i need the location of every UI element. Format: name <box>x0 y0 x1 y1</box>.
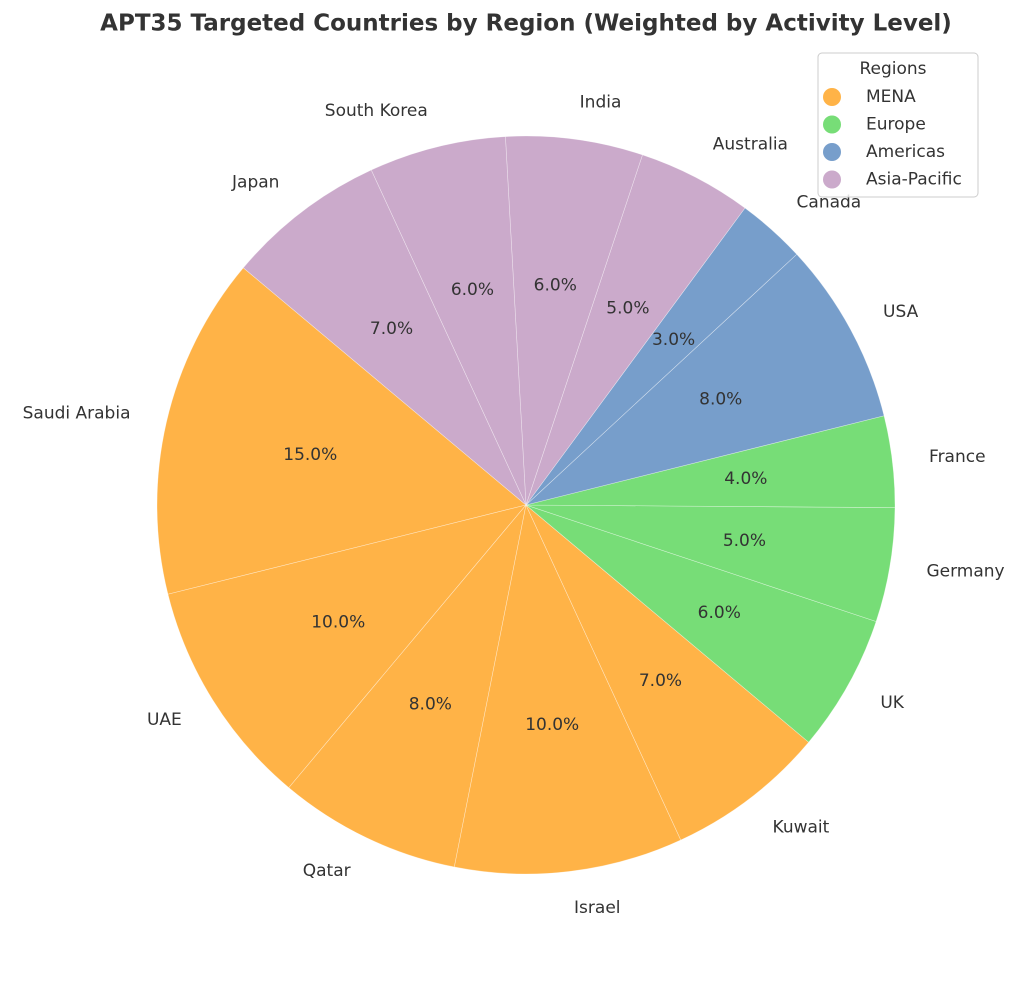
value-label: 8.0% <box>409 695 452 715</box>
slice-label: Qatar <box>303 861 351 881</box>
legend-marker <box>823 115 841 134</box>
value-label: 8.0% <box>699 390 742 410</box>
slice-label: South Korea <box>325 101 428 121</box>
slice <box>525 253 885 506</box>
slice-label: Australia <box>713 135 788 155</box>
slice-label: Kuwait <box>773 817 830 837</box>
slice-label: UAE <box>147 710 182 730</box>
value-label: 15.0% <box>283 445 337 465</box>
legend-label: Asia-Pacific <box>866 170 962 190</box>
legend-marker <box>823 170 841 189</box>
slice <box>156 267 527 595</box>
slice <box>453 504 682 875</box>
legend-label: MENA <box>866 87 916 107</box>
slice <box>288 504 527 868</box>
slice-label: France <box>929 447 986 467</box>
slice-label: Japan <box>231 173 279 193</box>
legend-label: Americas <box>866 142 945 162</box>
value-label: 4.0% <box>724 469 767 489</box>
slice <box>370 136 527 506</box>
labels: Saudi Arabia 15.0% UAE 10.0% Qatar 8.0% Israel… <box>23 93 1005 918</box>
legend-title: Regions <box>859 59 926 79</box>
legend-marker <box>823 143 841 161</box>
value-label: 6.0% <box>698 603 741 623</box>
slice <box>525 504 877 743</box>
legend-label: Europe <box>866 115 926 135</box>
slice <box>505 135 643 506</box>
slice-label: USA <box>883 302 919 322</box>
value-label: 7.0% <box>639 671 682 691</box>
value-label: 3.0% <box>652 330 695 350</box>
slice <box>167 504 527 789</box>
value-label: 6.0% <box>451 280 494 300</box>
pie <box>156 135 896 875</box>
value-label: 5.0% <box>723 531 766 551</box>
slice-label: India <box>580 93 622 113</box>
slice <box>525 504 810 841</box>
slice-label: Saudi Arabia <box>23 404 131 424</box>
slice-label: Germany <box>926 561 1004 581</box>
value-label: 7.0% <box>370 319 413 339</box>
legend-marker <box>823 88 841 106</box>
legend-box <box>817 52 979 198</box>
value-label: 10.0% <box>525 715 579 735</box>
value-label: 6.0% <box>534 276 577 296</box>
slice-label: UK <box>880 693 904 713</box>
legend: Regions MENA Europe Americas Asia-Pacific <box>817 52 979 198</box>
slice-label: Israel <box>574 898 620 918</box>
slice <box>242 169 527 506</box>
value-label: 5.0% <box>606 298 649 318</box>
value-label: 10.0% <box>311 612 365 632</box>
chart-title: APT35 Targeted Countries by Region (Weig… <box>100 11 952 37</box>
